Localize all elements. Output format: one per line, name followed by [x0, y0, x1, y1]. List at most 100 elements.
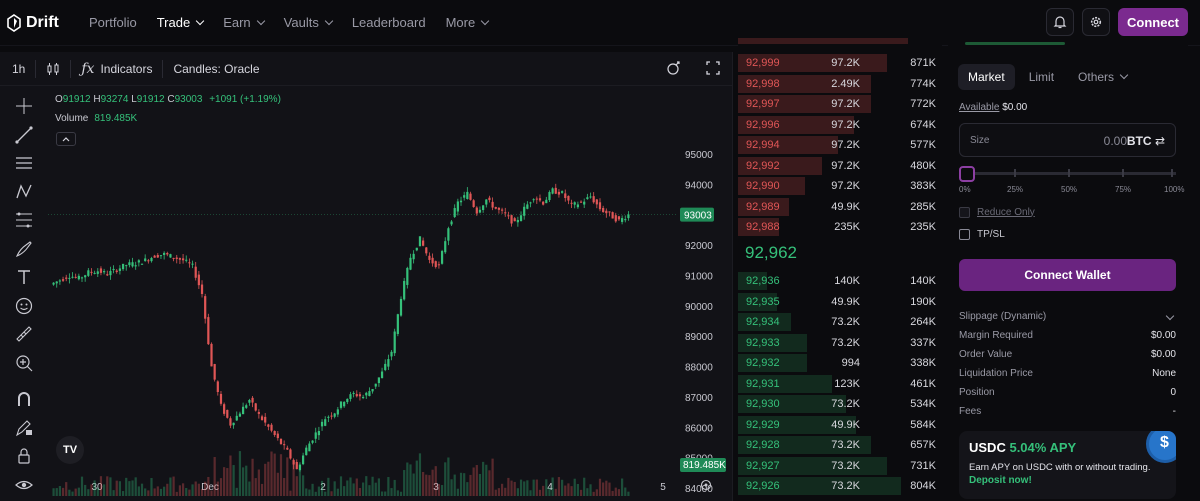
deposit-now-link[interactable]: Deposit now! [969, 475, 1032, 486]
bid-row[interactable]: 92,936 140K 140K [738, 271, 942, 291]
bid-row[interactable]: 92,929 49.9K 584K [738, 415, 942, 435]
nav-item-more[interactable]: More [446, 15, 490, 30]
volume-bar [409, 464, 412, 496]
volume-bar [538, 489, 542, 496]
volume-bar [327, 477, 330, 496]
size-slider[interactable]: 0% 25% 50% 75% 100% [959, 166, 1184, 196]
interval-selector[interactable]: 1h [12, 61, 26, 76]
volume-label: Volume [55, 113, 89, 124]
ask-row[interactable]: 92,997 97.2K 772K [738, 94, 942, 114]
candle [614, 215, 617, 222]
tool-horizontal-lines[interactable] [14, 153, 34, 173]
slider-thumb[interactable] [959, 166, 975, 182]
size-input[interactable]: Size 0.00 BTC ⇄ [959, 123, 1176, 157]
volume-bar [238, 451, 242, 496]
volume-bar [349, 477, 352, 496]
tpsl-checkbox[interactable]: TP/SL [959, 227, 1159, 241]
candle [241, 406, 245, 415]
bid-size: 73.2K [831, 336, 860, 349]
candle [456, 201, 459, 212]
candle [396, 314, 399, 334]
tool-crosshair[interactable] [14, 96, 34, 116]
chart-type-button[interactable] [46, 62, 60, 76]
candlestick-chart[interactable]: 9500094000930009200091000900008900088000… [48, 86, 733, 501]
notifications-button[interactable] [1046, 8, 1074, 36]
divider [162, 59, 164, 78]
indicators-button[interactable]: ƒx Indicators [81, 61, 152, 77]
fullscreen-button[interactable] [706, 61, 720, 78]
volume-bar [523, 481, 526, 496]
nav-item-earn[interactable]: Earn [223, 15, 265, 30]
bid-row[interactable]: 92,935 49.9K 190K [738, 292, 942, 312]
reduce-only-checkbox[interactable]: Reduce Only [959, 205, 1159, 219]
logo[interactable]: Drift [7, 14, 75, 32]
tool-lock[interactable] [14, 446, 34, 466]
ask-row[interactable]: 92,992 97.2K 480K [738, 156, 942, 176]
tool-magnet[interactable] [14, 389, 34, 409]
size-currency[interactable]: BTC ⇄ [1127, 134, 1165, 148]
bid-row[interactable]: 92,933 73.2K 337K [738, 333, 942, 353]
usdc-promo-card[interactable]: USDC 5.04% APY Earn APY on USDC with or … [959, 431, 1176, 499]
bid-row[interactable]: 92,930 73.2K 534K [738, 394, 942, 414]
bid-row[interactable]: 92,934 73.2K 264K [738, 312, 942, 332]
tool-text[interactable] [14, 267, 34, 287]
tool-fib[interactable] [14, 210, 34, 230]
tab-limit[interactable]: Limit [1019, 64, 1064, 90]
bid-row[interactable]: 92,931 123K 461K [738, 374, 942, 394]
collapse-legend-button[interactable] [56, 132, 76, 146]
candle [526, 204, 529, 209]
nav-item-leaderboard[interactable]: Leaderboard [352, 15, 426, 30]
ohlc-low: 91912 [136, 94, 165, 105]
depth-bar [738, 95, 871, 113]
tab-market[interactable]: Market [958, 64, 1015, 90]
volume-bar [169, 477, 172, 496]
connect-button[interactable]: Connect [1118, 8, 1188, 36]
screenshot-button[interactable] [666, 61, 682, 80]
nav-item-portfolio[interactable]: Portfolio [89, 15, 137, 30]
nav-item-vaults[interactable]: Vaults [284, 15, 334, 30]
size-value[interactable]: 0.00 [1103, 134, 1127, 148]
ask-row[interactable]: 92,990 97.2K 383K [738, 176, 942, 196]
bid-row[interactable]: 92,932 994 338K [738, 353, 942, 373]
tool-pencil-lock[interactable] [14, 418, 34, 438]
volume-bar [570, 486, 573, 496]
bell-icon [1053, 16, 1067, 29]
ask-price: 92,994 [746, 139, 780, 151]
connect-wallet-button[interactable]: Connect Wallet [959, 259, 1176, 291]
ask-row[interactable]: 92,999 97.2K 871K [738, 53, 942, 73]
ask-row[interactable]: 92,989 49.9K 285K [738, 197, 942, 217]
slippage-row[interactable]: Slippage (Dynamic) [959, 311, 1176, 322]
tool-pattern[interactable] [14, 182, 34, 202]
ask-row[interactable]: 92,998 2.49K 774K [738, 74, 942, 94]
bid-price: 92,934 [746, 316, 780, 328]
bid-row[interactable]: 92,926 73.2K 804K [738, 476, 942, 496]
nav-item-trade[interactable]: Trade [157, 15, 205, 30]
tool-zoom-in[interactable] [14, 353, 34, 373]
tab-others[interactable]: Others [1068, 64, 1137, 90]
volume-bar [181, 483, 185, 496]
tool-ruler[interactable] [14, 324, 34, 344]
tradingview-logo-icon[interactable]: TV [56, 436, 84, 464]
price-chart[interactable]: 9500094000930009200091000900008900088000… [48, 86, 733, 501]
candle [554, 187, 557, 194]
ask-row[interactable]: 92,994 97.2K 577K [738, 135, 942, 155]
ask-row[interactable]: 92,996 97.2K 674K [738, 115, 942, 135]
volume-bar [74, 488, 77, 496]
candle [125, 265, 128, 267]
tool-trend-line[interactable] [14, 125, 34, 145]
tool-emoji[interactable] [14, 296, 34, 316]
slider-tick [1171, 169, 1173, 177]
tool-brush[interactable] [14, 239, 34, 259]
divider [35, 59, 37, 78]
usdc-coin-icon [1146, 431, 1176, 463]
bid-row[interactable]: 92,928 73.2K 657K [738, 435, 942, 455]
volume-bar [620, 478, 624, 496]
ask-row[interactable]: 92,988 235K 235K [738, 217, 942, 237]
candles-source-button[interactable]: Candles: Oracle [173, 61, 260, 76]
candle [447, 228, 450, 241]
bid-row[interactable]: 92,927 73.2K 731K [738, 456, 942, 476]
settings-button[interactable] [1082, 8, 1110, 36]
volume-bar [197, 483, 200, 496]
y-tick-label: 86000 [685, 423, 713, 434]
tool-eye[interactable] [14, 475, 34, 495]
